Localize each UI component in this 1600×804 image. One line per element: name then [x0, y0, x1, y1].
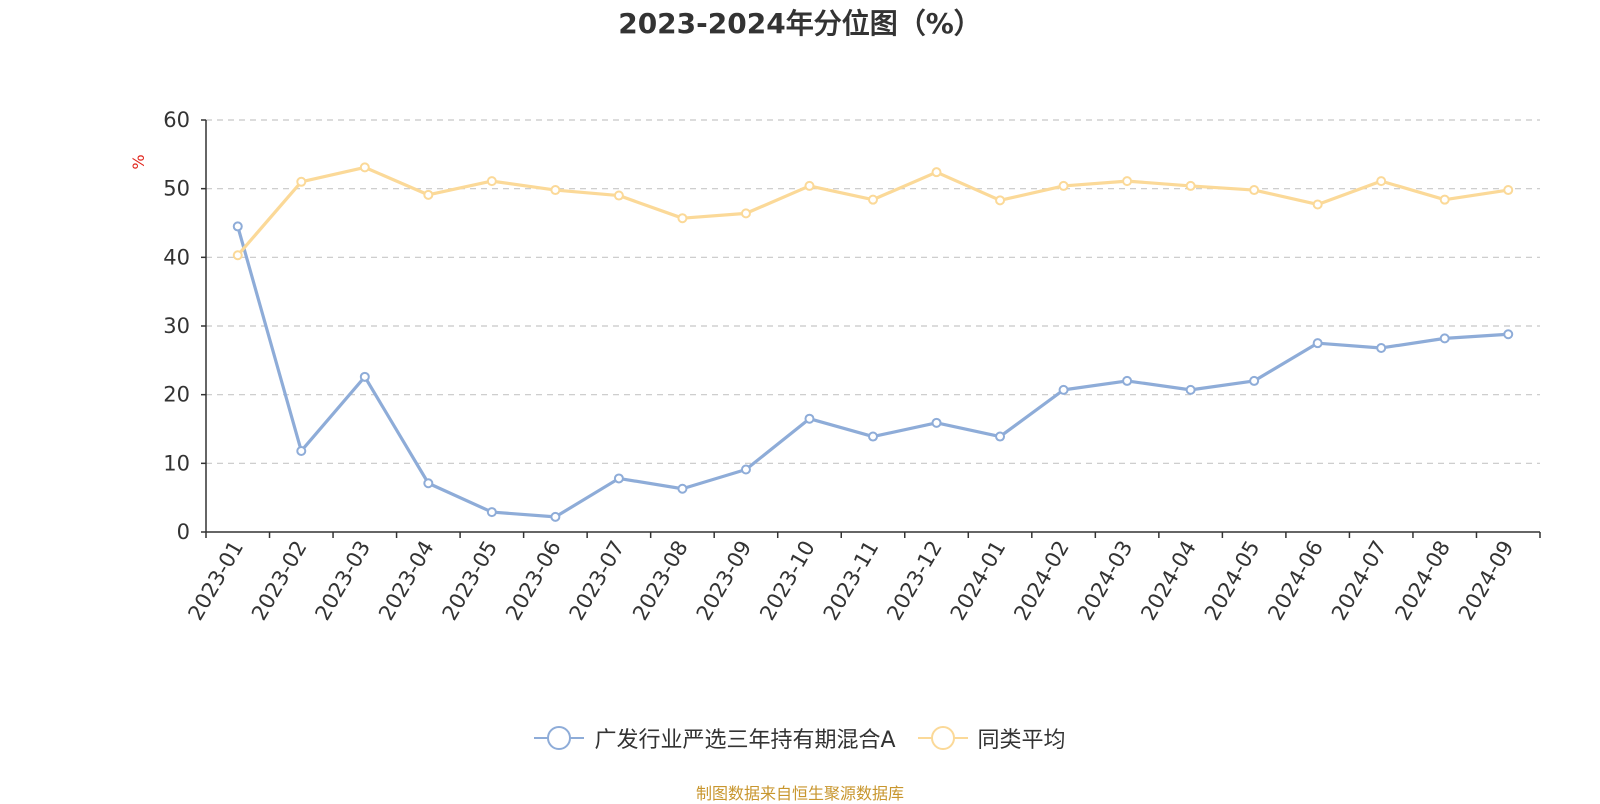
- data-point: [868, 431, 878, 442]
- x-tick-label: 2024-07: [1327, 537, 1392, 625]
- y-tick-label: 60: [163, 108, 190, 132]
- data-point: [868, 194, 878, 205]
- data-point: [740, 464, 751, 475]
- legend: 广发行业严选三年持有期混合A 同类平均: [0, 722, 1600, 754]
- legend-item-2[interactable]: 同类平均: [917, 722, 1066, 754]
- data-point: [931, 167, 942, 178]
- data-point: [613, 473, 624, 484]
- x-tick-label: 2023-10: [755, 537, 820, 625]
- y-tick-label: 20: [163, 383, 190, 407]
- source-note: 制图数据来自恒生聚源数据库: [695, 784, 904, 803]
- data-point: [1312, 199, 1323, 210]
- data-point: [359, 371, 370, 382]
- data-point: [1376, 176, 1387, 187]
- data-point: [1122, 375, 1133, 386]
- x-tick-label: 2024-01: [946, 537, 1011, 625]
- grid-lines: [206, 119, 1540, 464]
- data-point: [1058, 180, 1069, 191]
- data-point: [613, 190, 624, 201]
- legend-item-1[interactable]: 广发行业严选三年持有期混合A: [534, 722, 896, 754]
- data-point: [232, 250, 243, 261]
- data-point: [1312, 338, 1323, 349]
- data-point: [931, 417, 942, 428]
- data-point: [1376, 342, 1387, 353]
- data-point: [486, 507, 497, 518]
- x-tick-label: 2024-03: [1073, 537, 1138, 625]
- data-point: [995, 431, 1006, 442]
- data-point: [550, 185, 561, 196]
- x-tick-label: 2023-08: [628, 537, 693, 625]
- data-point: [232, 221, 243, 232]
- series-line-1: [236, 225, 1509, 519]
- x-tick-label: 2023-04: [374, 537, 439, 625]
- data-point: [1439, 194, 1450, 205]
- x-tick-label: 2023-06: [501, 537, 566, 625]
- data-point: [423, 189, 434, 200]
- x-tick-label: 2024-04: [1136, 537, 1201, 625]
- x-tick-label: 2023-05: [438, 537, 503, 625]
- data-point: [296, 176, 307, 187]
- data-point: [804, 180, 815, 191]
- x-tick-label: 2023-11: [819, 537, 884, 625]
- series-line-2: [236, 165, 1509, 257]
- legend-label: 同类平均: [977, 728, 1066, 753]
- legend-label: 广发行业严选三年持有期混合A: [594, 728, 896, 753]
- x-tick-label: 2023-12: [882, 537, 947, 625]
- y-tick-label: 10: [163, 451, 190, 475]
- y-tick-label: 40: [163, 245, 190, 269]
- x-tick-label: 2024-02: [1009, 537, 1074, 625]
- y-tick-label: 0: [177, 520, 190, 544]
- y-tick-label: 50: [163, 177, 190, 201]
- x-tick-label: 2023-07: [565, 537, 630, 625]
- chart-title: 2023-2024年分位图（%）: [618, 7, 982, 40]
- data-point: [1503, 329, 1514, 340]
- data-point: [677, 483, 688, 494]
- axes: 01020304050602023-012023-022023-032023-0…: [163, 108, 1541, 625]
- x-tick-label: 2023-09: [692, 537, 757, 625]
- data-point: [1122, 176, 1133, 187]
- legend-swatch-icon: [917, 725, 968, 751]
- data-point: [296, 445, 307, 456]
- data-point: [550, 511, 561, 522]
- data-point: [1058, 384, 1069, 395]
- x-tick-label: 2024-08: [1390, 537, 1455, 625]
- series: [232, 162, 1514, 522]
- data-point: [995, 195, 1006, 206]
- data-point: [359, 162, 370, 173]
- data-point: [1185, 180, 1196, 191]
- x-tick-label: 2023-03: [310, 537, 375, 625]
- data-point: [1249, 185, 1260, 196]
- data-point: [1439, 333, 1450, 344]
- data-point: [804, 413, 815, 424]
- x-tick-label: 2023-01: [183, 537, 248, 625]
- x-tick-label: 2024-05: [1200, 537, 1265, 625]
- data-point: [677, 213, 688, 224]
- legend-swatch-icon: [534, 725, 585, 751]
- data-point: [1185, 384, 1196, 395]
- data-point: [486, 176, 497, 187]
- data-point: [740, 208, 751, 219]
- x-tick-label: 2023-02: [247, 537, 312, 625]
- y-tick-label: 30: [163, 314, 190, 338]
- data-point: [1503, 185, 1514, 196]
- x-tick-label: 2024-06: [1263, 537, 1328, 625]
- data-point: [1249, 375, 1260, 386]
- data-point: [423, 478, 434, 489]
- y-axis-unit-label: %: [129, 154, 148, 169]
- x-tick-label: 2024-09: [1454, 537, 1519, 625]
